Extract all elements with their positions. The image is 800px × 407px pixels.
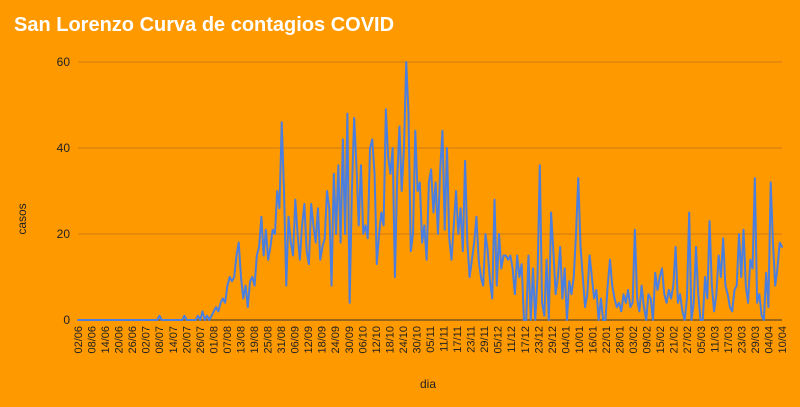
x-tick-label: 06/09 [290,326,302,354]
x-tick-label: 24/10 [398,326,410,354]
x-tick-label: 15/02 [655,326,667,354]
x-tick-label: 05/12 [493,326,505,354]
y-tick-label: 20 [57,227,71,241]
x-tick-label: 29/11 [479,326,491,353]
y-tick-label: 0 [63,313,70,327]
x-tick-label: 21/02 [669,326,681,354]
x-tick-label: 18/10 [384,326,396,354]
x-tick-label: 18/09 [317,326,329,354]
x-tick-label: 23/11 [466,326,478,353]
chart-title: San Lorenzo Curva de contagios COVID [14,14,395,36]
x-tick-label: 03/02 [628,326,640,354]
x-tick-label: 26/07 [195,326,207,354]
y-tick-labels: 0 20 40 60 [57,55,71,327]
x-tick-label: 11/11 [439,326,451,352]
x-tick-label: 27/02 [682,326,694,354]
x-tick-label: 12/09 [303,326,315,354]
x-tick-label: 01/08 [208,326,220,354]
x-tick-label: 06/10 [357,326,369,354]
x-tick-label: 31/08 [276,326,288,354]
x-tick-label: 08/07 [154,326,166,354]
x-tick-labels: 02/06 08/06 14/06 20/06 26/06 02/07 08/07 14/07… [73,326,789,354]
x-tick-label: 24/09 [330,326,342,354]
y-axis-label: casos [15,203,29,234]
x-tick-label: 19/08 [249,326,261,354]
x-tick-label: 23/12 [533,326,545,354]
x-tick-label: 08/06 [87,326,99,354]
x-tick-label: 17/12 [520,326,532,354]
x-tick-label: 12/10 [371,326,383,354]
x-tick-label: 29/03 [750,326,762,354]
x-tick-label: 09/02 [642,326,654,354]
x-tick-label: 02/07 [141,326,153,354]
series-line-casos [77,61,783,321]
x-tick-label: 22/01 [601,326,613,354]
x-tick-label: 13/08 [235,326,247,354]
x-tick-label: 23/03 [736,326,748,354]
x-tick-label: 30/09 [344,326,356,354]
x-tick-label: 28/01 [615,326,627,354]
x-axis-label: dia [420,377,436,391]
x-tick-label: 04/01 [560,326,572,354]
x-tick-label: 04/04 [763,326,775,354]
x-tick-label: 29/12 [547,326,559,354]
x-tick-label: 17/11 [452,326,464,353]
x-tick-label: 05/03 [696,326,708,354]
y-tick-label: 60 [57,55,71,69]
x-tick-label: 07/08 [222,326,234,354]
x-tick-label: 10/01 [574,326,586,354]
x-tick-label: 11/12 [506,326,518,353]
x-tick-label: 16/01 [587,326,599,354]
x-tick-label: 14/06 [100,326,112,354]
x-tick-label: 10/04 [777,326,789,354]
x-tick-label: 26/06 [127,326,139,354]
x-tick-label: 20/06 [114,326,126,354]
x-tick-label: 20/07 [181,326,193,354]
x-tick-label: 17/03 [723,326,735,354]
x-tick-label: 25/08 [263,326,275,354]
x-tick-label: 11/03 [709,326,721,353]
x-tick-label: 30/10 [411,326,423,354]
x-tick-label: 02/06 [73,326,85,354]
x-tick-label: 05/11 [425,326,437,353]
y-tick-label: 40 [57,141,71,155]
x-tick-label: 14/07 [168,326,180,354]
